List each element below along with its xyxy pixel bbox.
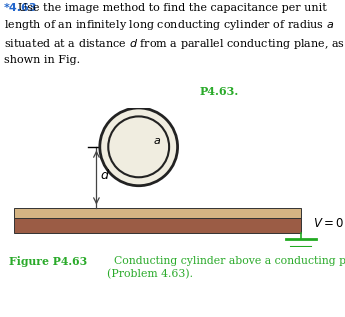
- Text: $a$: $a$: [153, 136, 161, 146]
- Text: Conducting cylinder above a conducting plane
(Problem 4.63).: Conducting cylinder above a conducting p…: [107, 256, 345, 279]
- Ellipse shape: [100, 108, 178, 186]
- Text: Figure P4.63: Figure P4.63: [9, 256, 87, 267]
- Bar: [13, 218, 301, 233]
- Text: *4.63: *4.63: [4, 3, 38, 13]
- Text: $d$: $d$: [100, 168, 110, 182]
- Text: Use the image method to find the capacitance per unit
length of an infinitely lo: Use the image method to find the capacit…: [4, 3, 345, 65]
- Bar: [13, 208, 301, 218]
- Text: $V = 0$: $V = 0$: [313, 217, 344, 230]
- Text: P4.63.: P4.63.: [199, 86, 238, 97]
